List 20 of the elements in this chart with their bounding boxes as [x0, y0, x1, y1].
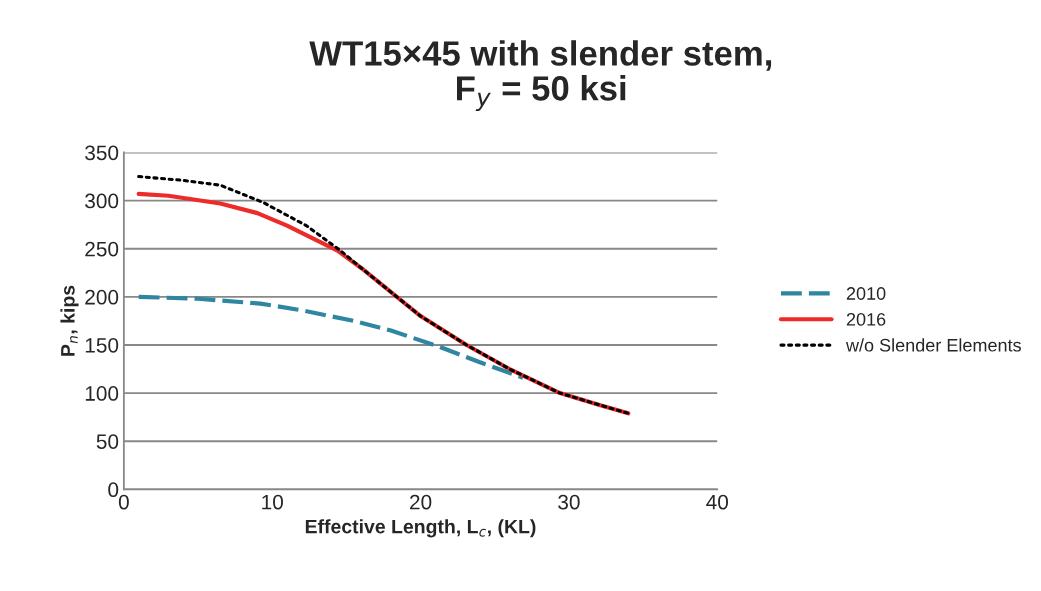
- x-tick-label: 10: [262, 494, 283, 510]
- x-axis-title: Effective Length, L$_{c}$, (KL): [305, 519, 536, 538]
- y-tick-label: 350: [85, 145, 119, 161]
- legend-label: 2016: [846, 312, 886, 326]
- y-tick-label: 200: [85, 289, 119, 305]
- y-axis-title: P$_{n}$, kips: [60, 285, 79, 356]
- y-tick-label: 0: [108, 482, 119, 498]
- x-tick-label: 20: [410, 494, 432, 510]
- chart-title: WT15×45 with slender stem, F$_{y}$ = 50 ksi: [309, 40, 772, 112]
- y-tick-label: 100: [85, 386, 119, 401]
- y-tick-label: 300: [85, 193, 119, 209]
- y-tick-label: 250: [85, 241, 119, 257]
- y-tick-label: 150: [85, 337, 119, 353]
- legend-label: w/o Slender Elements: [845, 338, 1021, 352]
- y-tick-label: 50: [96, 434, 119, 449]
- x-tick-label: 0: [118, 494, 129, 510]
- legend-label: 2010: [846, 287, 886, 300]
- line-series: [136, 294, 526, 380]
- x-tick-label: 30: [558, 494, 580, 510]
- x-tick-label: 40: [706, 494, 729, 510]
